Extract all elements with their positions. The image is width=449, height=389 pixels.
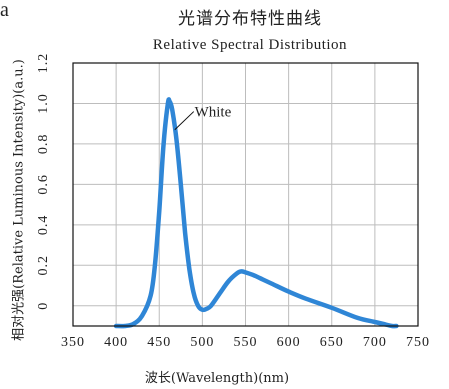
annotation-white: White [195,105,232,121]
plot-frame [72,62,419,327]
x-tick-label: 650 [320,335,344,350]
y-tick-label: 0.4 [36,215,51,236]
series-group [113,97,399,329]
series-line-0 [113,97,399,329]
y-tick-label: 0.8 [36,134,51,155]
y-tick-labels: 0 0.2 0.4 0.6 0.8 1.0 1.2 [36,53,51,310]
x-tick-label: 750 [406,335,430,350]
y-tick-label: 0.2 [36,255,51,276]
y-tick-label: 0.6 [36,174,51,195]
chart-subtitle: Relative Spectral Distribution [153,37,347,53]
x-tick-label: 550 [234,335,258,350]
x-tick-label: 350 [61,335,85,350]
y-tick-label: 1.2 [36,53,51,74]
x-tick-label: 700 [363,335,387,350]
ylabel-unit-fragment: a [0,0,9,21]
grid [73,63,418,326]
x-axis-label: 波长(Wavelength)(nm) [145,371,289,386]
x-tick-label: 500 [190,335,214,350]
y-axis-label: 相对光强(Relative Luminous Intensity)(a.u.) [12,59,27,341]
chart-title: 光谱分布特性曲线 [178,9,322,29]
y-tick-label: 0 [36,302,51,310]
y-tick-label: 1.0 [36,93,51,114]
x-tick-label: 450 [147,335,171,350]
x-tick-labels: 350 400 450 500 550 600 650 700 750 [61,335,430,350]
x-tick-label: 600 [277,335,301,350]
x-tick-label: 400 [104,335,128,350]
annotation-leader-line [174,111,195,131]
